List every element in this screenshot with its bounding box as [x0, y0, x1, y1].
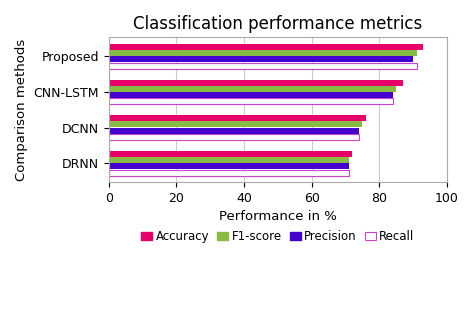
Bar	[109, 92, 393, 98]
Bar	[109, 86, 396, 92]
Bar	[109, 170, 349, 176]
Bar	[109, 79, 403, 86]
Bar	[109, 50, 417, 56]
Bar	[109, 134, 359, 140]
Y-axis label: Comparison methods: Comparison methods	[15, 39, 28, 181]
Bar	[109, 121, 363, 128]
Title: Classification performance metrics: Classification performance metrics	[133, 15, 422, 33]
Bar	[109, 163, 349, 169]
Bar	[109, 56, 413, 62]
Legend: Accuracy, F1-score, Precision, Recall: Accuracy, F1-score, Precision, Recall	[137, 226, 419, 248]
Bar	[109, 115, 366, 121]
Bar	[109, 128, 359, 134]
Bar	[109, 44, 423, 50]
Bar	[109, 151, 352, 157]
Bar	[109, 98, 393, 104]
X-axis label: Performance in %: Performance in %	[219, 210, 337, 223]
Bar	[109, 157, 349, 163]
Bar	[109, 63, 417, 69]
